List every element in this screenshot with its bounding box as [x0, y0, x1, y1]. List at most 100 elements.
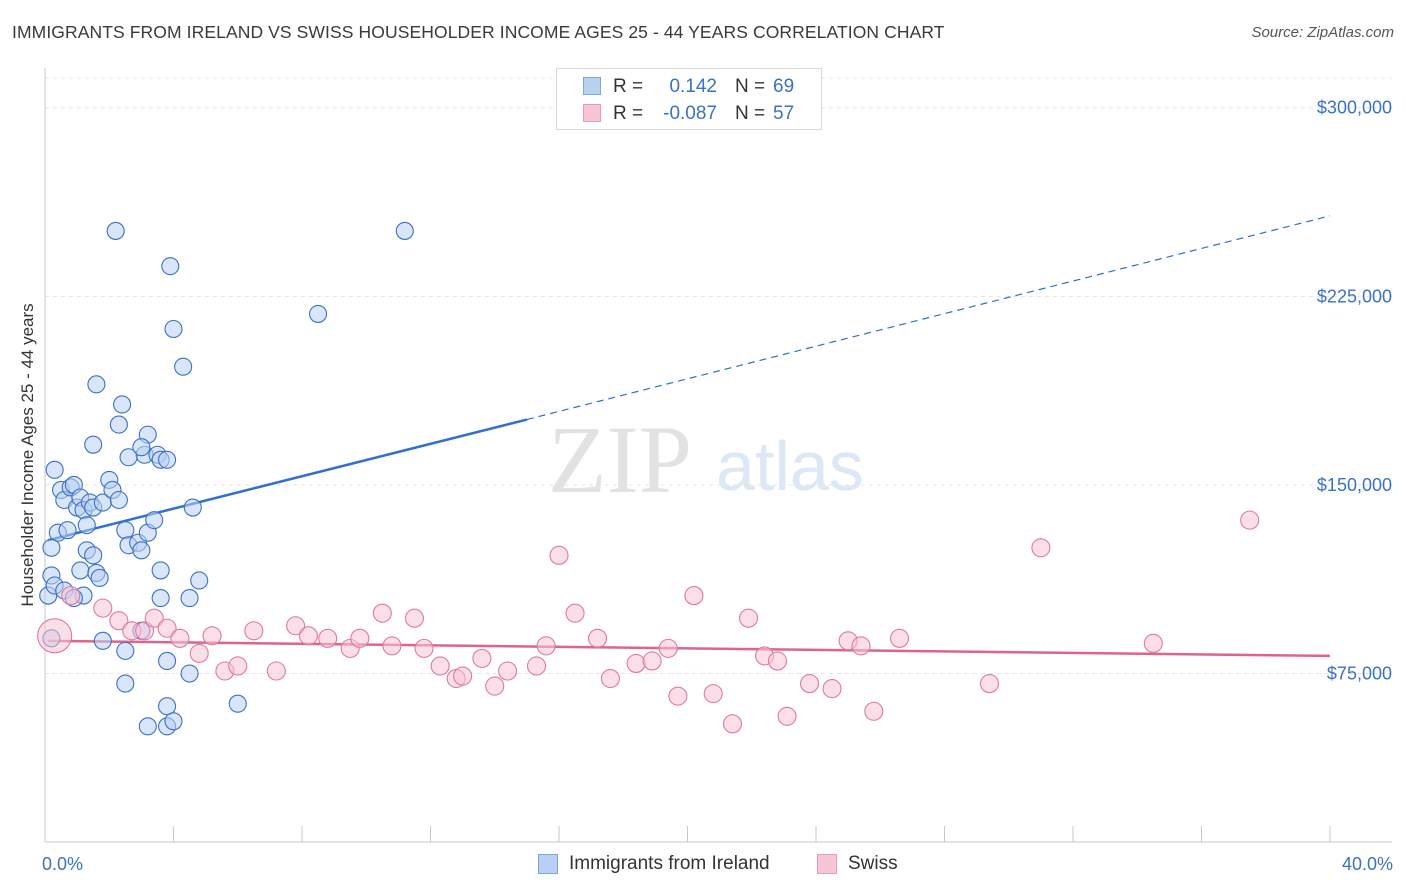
legend-swatch-swiss — [583, 104, 601, 122]
watermark-zip: ZIP — [548, 406, 692, 513]
data-point-ireland — [151, 589, 170, 608]
data-point-ireland — [58, 521, 77, 540]
legend-n-label: N = — [735, 76, 766, 97]
data-point-swiss — [485, 676, 505, 696]
data-point-ireland — [138, 717, 157, 736]
series-ireland-points — [39, 221, 414, 736]
data-point-swiss — [526, 656, 547, 676]
data-point-ireland — [158, 651, 177, 670]
watermark: ZIP atlas — [548, 406, 864, 513]
data-point-ireland — [87, 375, 106, 394]
data-point-ireland — [90, 568, 109, 588]
y-axis-title: Householder Income Ages 25 - 44 years — [18, 303, 37, 606]
data-point-ireland — [174, 357, 193, 376]
y-tick-label: $225,000 — [1317, 286, 1392, 306]
data-point-ireland — [116, 641, 135, 660]
data-point-ireland — [42, 538, 61, 557]
data-point-ireland — [164, 712, 183, 731]
data-point-swiss — [703, 684, 723, 704]
data-point-ireland — [180, 589, 199, 608]
trend-line-swiss — [48, 639, 1331, 658]
legend-swatch-ireland — [538, 854, 558, 874]
data-point-swiss — [37, 618, 73, 654]
data-point-ireland — [84, 546, 103, 565]
data-point-swiss — [889, 628, 910, 648]
data-point-ireland — [116, 521, 135, 540]
correlation-legend: R = 0.142 N = 69 R = -0.087 N = 57 — [556, 68, 822, 130]
data-point-ireland — [93, 631, 112, 650]
data-point-swiss — [658, 638, 678, 658]
watermark-atlas: atlas — [716, 427, 864, 505]
data-point-ireland — [145, 511, 164, 530]
data-point-swiss — [1031, 538, 1051, 558]
data-point-ireland — [119, 448, 138, 467]
data-point-swiss — [626, 653, 646, 674]
legend-swatch-ireland — [583, 77, 601, 95]
data-point-swiss — [372, 603, 392, 623]
legend-r-label: R = — [613, 76, 644, 97]
data-point-swiss — [472, 648, 492, 668]
data-point-swiss — [851, 636, 871, 656]
data-point-swiss — [170, 628, 190, 648]
y-tick-label: $150,000 — [1317, 475, 1392, 495]
data-point-swiss — [286, 616, 306, 636]
data-point-swiss — [684, 586, 704, 606]
data-point-ireland — [161, 257, 180, 276]
y-tick-label: $300,000 — [1317, 98, 1392, 118]
axes — [44, 68, 1392, 843]
data-point-swiss — [266, 661, 286, 681]
data-point-ireland — [84, 435, 103, 454]
data-point-ireland — [158, 450, 177, 469]
gridlines — [45, 77, 1392, 675]
data-point-swiss — [1240, 510, 1260, 530]
data-point-ireland — [309, 304, 328, 323]
trend-line-ireland — [47, 418, 528, 542]
x-tick-label: 0.0% — [42, 854, 83, 874]
y-tick-label: $75,000 — [1327, 664, 1392, 684]
data-point-ireland — [45, 460, 64, 479]
data-point-swiss — [722, 714, 743, 734]
data-point-swiss — [144, 608, 164, 628]
data-point-swiss — [668, 686, 688, 706]
chart-title: IMMIGRANTS FROM IRELAND VS SWISS HOUSEHO… — [12, 22, 945, 42]
data-point-ireland — [164, 319, 183, 339]
data-point-ireland — [113, 395, 132, 414]
data-point-swiss — [864, 701, 884, 721]
data-point-swiss — [587, 628, 608, 648]
data-point-swiss — [979, 674, 1000, 694]
data-point-swiss — [430, 656, 450, 676]
data-point-swiss — [1143, 633, 1163, 653]
data-point-swiss — [202, 626, 222, 646]
legend-n-label: N = — [735, 103, 766, 124]
data-point-ireland — [109, 490, 128, 510]
data-point-swiss — [382, 636, 402, 656]
trend-line-ireland-extension — [526, 215, 1331, 421]
data-point-swiss — [135, 621, 155, 641]
data-point-swiss — [565, 603, 585, 623]
data-point-ireland — [71, 561, 90, 580]
legend-r-label: R = — [613, 103, 644, 124]
data-point-ireland — [158, 697, 177, 716]
x-tick-label: 40.0% — [1342, 854, 1393, 874]
data-point-ireland — [77, 516, 96, 535]
data-point-ireland — [151, 561, 170, 580]
data-point-swiss — [738, 608, 759, 628]
legend-n-value: 69 — [773, 76, 795, 97]
data-point-swiss — [93, 598, 113, 618]
legend-r-value: -0.087 — [663, 103, 717, 124]
data-point-swiss — [298, 626, 318, 646]
data-point-swiss — [189, 643, 209, 663]
legend-n-value: 57 — [773, 103, 795, 124]
data-point-swiss — [61, 586, 81, 606]
legend-r-value: 0.142 — [669, 76, 717, 97]
legend-row-swiss: R = -0.087 N = 57 — [557, 100, 821, 126]
data-point-swiss — [350, 628, 370, 648]
data-point-ireland — [116, 674, 135, 693]
data-point-ireland — [180, 664, 199, 683]
data-point-ireland — [106, 221, 125, 240]
data-point-ireland — [183, 498, 202, 517]
series-swiss-points — [37, 510, 1260, 734]
data-point-swiss — [777, 706, 797, 726]
data-point-swiss — [228, 656, 248, 676]
